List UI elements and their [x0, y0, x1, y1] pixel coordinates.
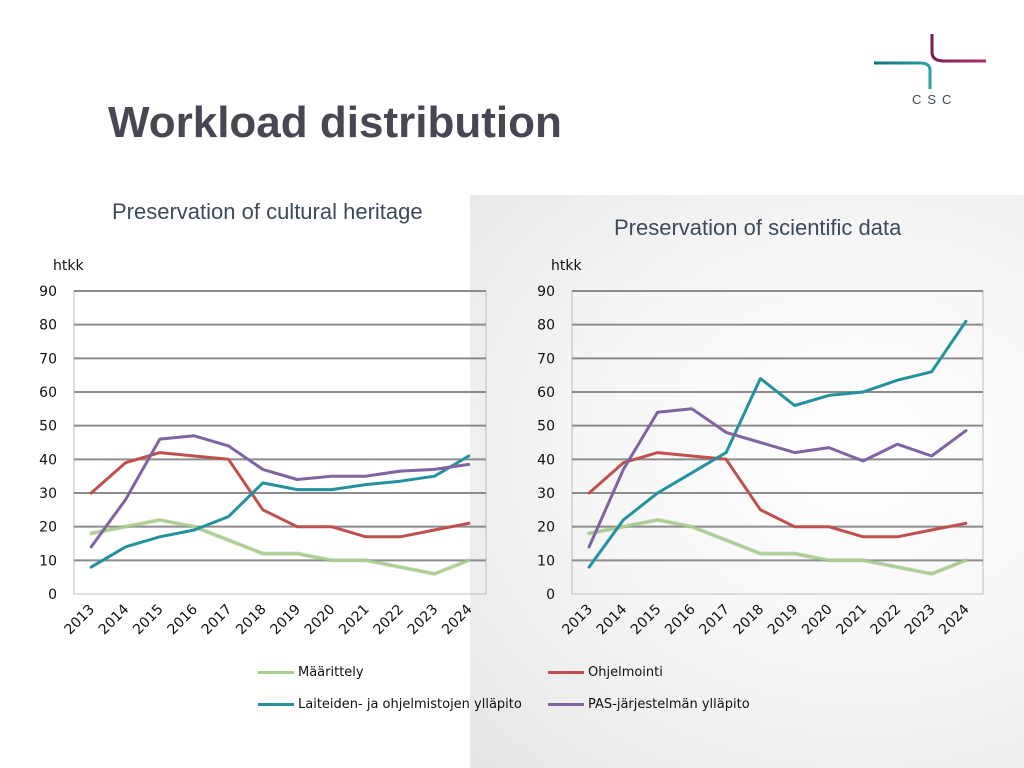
y-tick-label-cultural: 80 — [39, 318, 57, 334]
legend-label: Laiteiden- ja ohjelmistojen ylläpito — [298, 697, 522, 712]
x-tick-label-cultural: 2022 — [370, 602, 407, 639]
legend: Määrittely Ohjelmointi Laiteiden- ja ohj… — [258, 665, 778, 721]
series-line-ohjelmointi-cultural — [89, 451, 471, 539]
series-line-pas-cultural — [89, 434, 471, 549]
y-tick-label-scientific: 20 — [537, 520, 555, 536]
x-tick-label-cultural: 2023 — [405, 602, 442, 639]
x-tick-label-cultural: 2017 — [199, 602, 236, 639]
y-tick-label-scientific: 70 — [537, 351, 555, 367]
series-line-maarittely-scientific — [588, 518, 967, 575]
y-tick-label-scientific: 0 — [546, 587, 555, 603]
y-axis-label-scientific: htkk — [551, 258, 582, 274]
series-line-laitteiden-cultural — [89, 454, 471, 569]
y-tick-label-cultural: 40 — [39, 452, 57, 468]
y-tick-label-scientific: 50 — [537, 419, 555, 435]
x-tick-label-scientific: 2017 — [696, 602, 733, 639]
x-tick-label-cultural: 2015 — [130, 602, 167, 639]
y-tick-label-cultural: 90 — [39, 284, 57, 300]
x-tick-label-cultural: 2021 — [336, 602, 373, 639]
y-tick-label-scientific: 30 — [537, 486, 555, 502]
x-tick-label-cultural: 2019 — [267, 602, 304, 639]
legend-swatch-laitteiden — [258, 703, 294, 706]
y-tick-label-scientific: 60 — [537, 385, 555, 401]
legend-swatch-maarittely — [258, 671, 294, 674]
x-tick-label-scientific: 2021 — [833, 602, 870, 639]
x-tick-label-cultural: 2024 — [439, 601, 476, 638]
x-tick-label-cultural: 2018 — [233, 602, 270, 639]
x-tick-label-scientific: 2015 — [628, 602, 665, 639]
y-axis-label-cultural: htkk — [53, 258, 84, 274]
chart-title-scientific: Preservation of scientific data — [614, 215, 902, 240]
y-tick-label-cultural: 60 — [39, 385, 57, 401]
y-tick-label-cultural: 10 — [39, 553, 57, 569]
x-tick-label-scientific: 2022 — [868, 602, 905, 639]
legend-item-laitteiden: Laiteiden- ja ohjelmistojen ylläpito — [258, 697, 522, 712]
csc-logo-icon — [874, 34, 986, 89]
legend-label: Ohjelmointi — [588, 665, 663, 680]
legend-item-pas: PAS-järjestelmän ylläpito — [548, 697, 750, 712]
y-tick-label-scientific: 90 — [537, 284, 555, 300]
x-tick-label-cultural: 2014 — [96, 601, 133, 638]
x-tick-label-scientific: 2020 — [799, 602, 836, 639]
legend-swatch-ohjelmointi — [548, 671, 584, 674]
series-line-laitteiden-scientific — [587, 319, 968, 569]
x-tick-label-cultural: 2013 — [61, 602, 98, 639]
legend-swatch-pas — [548, 703, 584, 706]
y-tick-label-cultural: 70 — [39, 351, 57, 367]
series-line-outline-maarittely-cultural — [89, 517, 471, 576]
series-line-maarittely-cultural — [90, 518, 470, 575]
x-tick-label-scientific: 2014 — [594, 601, 631, 638]
series-line-pas-scientific — [587, 407, 968, 549]
y-tick-label-cultural: 50 — [39, 419, 57, 435]
plot-area-cultural — [73, 290, 487, 595]
y-tick-label-cultural: 20 — [39, 520, 57, 536]
slide-title: Workload distribution — [108, 98, 562, 147]
logo-text: CSC — [912, 92, 958, 107]
plot-area-scientific — [571, 290, 984, 595]
x-tick-label-scientific: 2018 — [731, 602, 768, 639]
x-tick-label-scientific: 2016 — [662, 601, 699, 638]
x-tick-label-scientific: 2013 — [559, 602, 596, 639]
y-tick-label-scientific: 80 — [537, 318, 555, 334]
series-line-ohjelmointi-scientific — [587, 451, 968, 539]
x-tick-label-cultural: 2020 — [302, 602, 339, 639]
y-tick-label-scientific: 40 — [537, 452, 555, 468]
series-line-outline-maarittely-scientific — [587, 517, 968, 576]
legend-label: Määrittely — [298, 665, 364, 680]
y-tick-label-scientific: 10 — [537, 553, 555, 569]
x-tick-label-cultural: 2016 — [164, 601, 201, 638]
x-tick-label-scientific: 2023 — [902, 602, 939, 639]
chart-title-cultural: Preservation of cultural heritage — [112, 199, 423, 224]
y-tick-label-cultural: 0 — [48, 587, 57, 603]
x-tick-label-scientific: 2019 — [765, 602, 802, 639]
legend-label: PAS-järjestelmän ylläpito — [588, 697, 750, 712]
legend-item-maarittely: Määrittely — [258, 665, 364, 680]
legend-item-ohjelmointi: Ohjelmointi — [548, 665, 663, 680]
x-tick-label-scientific: 2024 — [936, 601, 973, 638]
y-tick-label-cultural: 30 — [39, 486, 57, 502]
